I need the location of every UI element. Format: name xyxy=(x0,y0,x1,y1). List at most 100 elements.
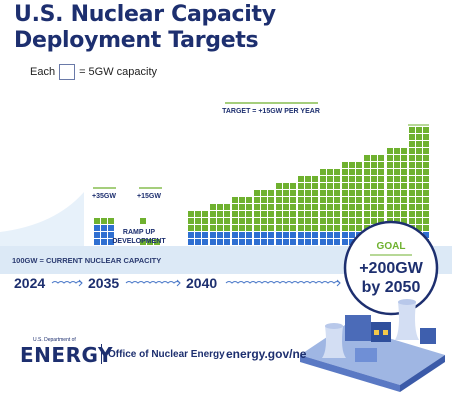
capacity-square xyxy=(246,232,252,238)
capacity-square xyxy=(290,225,296,231)
capacity-square xyxy=(217,232,223,238)
capacity-square xyxy=(298,197,304,203)
capacity-square xyxy=(261,232,267,238)
capacity-square xyxy=(394,204,400,210)
capacity-square xyxy=(298,176,304,182)
capacity-square xyxy=(276,211,282,217)
capacity-square xyxy=(401,162,407,168)
capacity-square xyxy=(409,190,415,196)
capacity-square xyxy=(371,218,377,224)
capacity-square xyxy=(312,218,318,224)
plant-part xyxy=(400,355,445,392)
capacity-square xyxy=(416,204,422,210)
capacity-square xyxy=(401,183,407,189)
capacity-square xyxy=(364,190,370,196)
footer-divider xyxy=(101,344,102,364)
capacity-square xyxy=(416,162,422,168)
capacity-square xyxy=(298,225,304,231)
capacity-square xyxy=(423,218,429,224)
capacity-square xyxy=(261,204,267,210)
capacity-square xyxy=(416,218,422,224)
plant-part xyxy=(398,299,416,305)
capacity-square xyxy=(305,211,311,217)
capacity-square xyxy=(334,183,340,189)
capacity-square xyxy=(423,127,429,133)
capacity-square xyxy=(349,232,355,238)
footer-url[interactable]: energy.gov/ne xyxy=(226,347,307,361)
capacity-square xyxy=(349,176,355,182)
capacity-square xyxy=(246,197,252,203)
capacity-square xyxy=(283,218,289,224)
capacity-square xyxy=(210,225,216,231)
plant-part xyxy=(300,355,400,392)
capacity-square xyxy=(409,148,415,154)
capacity-square xyxy=(349,211,355,217)
page-title: U.S. Nuclear Capacity Deployment Targets xyxy=(14,2,314,54)
capacity-square xyxy=(320,176,326,182)
capacity-square xyxy=(327,204,333,210)
capacity-square xyxy=(268,211,274,217)
capacity-square xyxy=(246,204,252,210)
capacity-square xyxy=(210,211,216,217)
capacity-square xyxy=(283,232,289,238)
capacity-square xyxy=(276,239,282,245)
capacity-square xyxy=(147,239,153,245)
capacity-square xyxy=(342,211,348,217)
capacity-square xyxy=(217,211,223,217)
capacity-square xyxy=(378,211,384,217)
capacity-square xyxy=(334,232,340,238)
capacity-square xyxy=(356,197,362,203)
capacity-square xyxy=(217,204,223,210)
capacity-square xyxy=(195,239,201,245)
capacity-square xyxy=(394,211,400,217)
capacity-square xyxy=(416,225,422,231)
capacity-square xyxy=(108,225,114,231)
capacity-square xyxy=(298,239,304,245)
timeline-2040: 2040 xyxy=(186,275,217,291)
capacity-square xyxy=(342,232,348,238)
capacity-square xyxy=(387,211,393,217)
capacity-square xyxy=(394,197,400,203)
capacity-square xyxy=(217,218,223,224)
capacity-square xyxy=(268,218,274,224)
capacity-square xyxy=(312,239,318,245)
capacity-square xyxy=(268,225,274,231)
capacity-square xyxy=(394,190,400,196)
capacity-square xyxy=(290,218,296,224)
capacity-square xyxy=(423,183,429,189)
capacity-square xyxy=(401,211,407,217)
energy-logo: ENERGY xyxy=(20,343,113,367)
capacity-square xyxy=(423,190,429,196)
capacity-square xyxy=(378,176,384,182)
capacity-square xyxy=(394,183,400,189)
capacity-square xyxy=(371,169,377,175)
capacity-square xyxy=(409,204,415,210)
capacity-square xyxy=(283,211,289,217)
capacity-square xyxy=(349,218,355,224)
capacity-square xyxy=(305,176,311,182)
capacity-square xyxy=(224,225,230,231)
capacity-square xyxy=(290,197,296,203)
capacity-square xyxy=(261,239,267,245)
capacity-square xyxy=(416,127,422,133)
capacity-square xyxy=(108,218,114,224)
capacity-square xyxy=(312,190,318,196)
capacity-square xyxy=(394,162,400,168)
capacity-square xyxy=(283,183,289,189)
capacity-square xyxy=(101,232,107,238)
capacity-square xyxy=(342,169,348,175)
capacity-square xyxy=(239,197,245,203)
capacity-square xyxy=(423,176,429,182)
title-line-2: Deployment Targets xyxy=(14,28,259,53)
capacity-square xyxy=(342,176,348,182)
plant-part xyxy=(374,330,379,335)
capacity-square xyxy=(423,148,429,154)
dept-small-text: U.S. Department of xyxy=(33,337,76,343)
capacity-square xyxy=(305,232,311,238)
capacity-square xyxy=(254,211,260,217)
capacity-square xyxy=(320,190,326,196)
capacity-square xyxy=(188,239,194,245)
capacity-square xyxy=(387,197,393,203)
capacity-square xyxy=(268,197,274,203)
